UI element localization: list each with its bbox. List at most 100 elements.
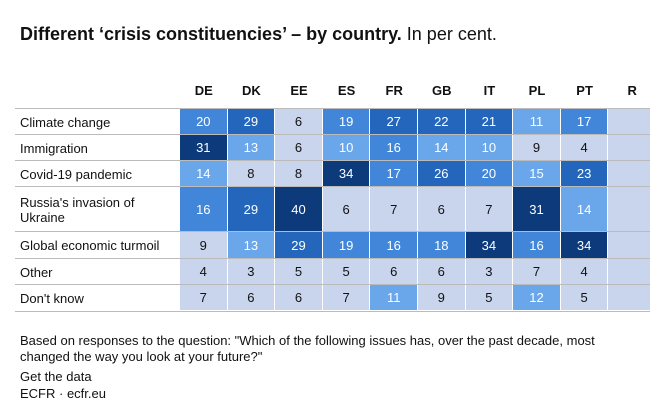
cell-label: 8 <box>294 166 303 181</box>
heat-cell: 6 <box>322 187 370 231</box>
heat-cell: 5 <box>465 285 513 310</box>
heat-cell: 6 <box>275 135 322 160</box>
column-header: IT <box>483 83 496 98</box>
title-line: Different ‘crisis constituencies’ – by c… <box>20 24 497 45</box>
cell-label: 26 <box>434 166 449 181</box>
heat-cell: 7 <box>180 285 227 310</box>
note: Based on responses to the question: "Whi… <box>20 333 595 364</box>
heat-cell: 31 <box>180 135 227 160</box>
heat-cell: 9 <box>513 135 560 160</box>
heat-cell: 20 <box>180 109 227 134</box>
heat-cell: 29 <box>227 187 275 231</box>
cell-label: 14 <box>196 166 211 181</box>
heat-cell <box>608 135 650 160</box>
heat-cell: 14 <box>560 187 608 231</box>
row-label: Russia's invasion of Ukraine <box>20 194 135 225</box>
cell-label: 13 <box>243 237 259 253</box>
column-header: GB <box>432 83 452 98</box>
heat-cell: 18 <box>418 232 465 258</box>
heat-cell: 6 <box>418 259 465 284</box>
heat-cell: 7 <box>465 187 513 231</box>
cell-label: 16 <box>386 140 401 155</box>
heat-cell: 9 <box>418 285 465 310</box>
heat-cell: 6 <box>370 259 417 284</box>
column-header: DE <box>194 83 213 98</box>
cell-label: 6 <box>294 290 303 305</box>
cell-label: 13 <box>243 140 259 155</box>
heat-cell: 6 <box>275 285 322 310</box>
data-link[interactable]: Get the data <box>20 369 92 384</box>
heat-cell: 16 <box>370 135 417 160</box>
cell-label: 27 <box>386 114 401 129</box>
column-header: DK <box>242 83 261 98</box>
cell-label: 5 <box>294 264 303 279</box>
cell-label: 40 <box>291 201 306 217</box>
row-label: Global economic turmoil <box>20 238 160 253</box>
cell-label: 3 <box>485 264 493 279</box>
chart-title: Different ‘crisis constituencies’ – by c… <box>20 24 402 44</box>
cell-label: 7 <box>390 201 398 217</box>
cell-label: 14 <box>434 140 449 155</box>
row-separator <box>15 108 650 109</box>
cell-label: 11 <box>386 290 401 305</box>
heat-cell: 3 <box>227 259 275 284</box>
cell-label: 19 <box>338 237 354 253</box>
heat-cell: 14 <box>180 161 227 186</box>
row-label: Covid-19 pandemic <box>20 166 133 182</box>
cell-label: 34 <box>338 166 354 181</box>
row-separator <box>15 186 650 187</box>
heat-cell: 9 <box>180 232 227 258</box>
heat-cell: 10 <box>322 135 370 160</box>
cell-label: 16 <box>196 201 211 217</box>
cell-label: 9 <box>437 290 445 305</box>
heat-cell: 5 <box>560 285 608 310</box>
heat-cell: 7 <box>370 187 417 231</box>
chart-subtitle: In per cent. <box>406 24 497 44</box>
cell-label: 9 <box>199 237 207 253</box>
heat-cell: 29 <box>227 109 275 134</box>
heat-cell <box>608 161 650 186</box>
source: ECFR · ecfr.eu <box>20 386 106 401</box>
cell-label: 6 <box>294 140 303 155</box>
heat-cell: 16 <box>370 232 417 258</box>
row-separator <box>15 284 650 285</box>
cell-label: 17 <box>576 114 592 129</box>
heat-cell: 19 <box>322 232 370 258</box>
heat-cell: 23 <box>560 161 608 186</box>
heat-cell: 10 <box>465 135 513 160</box>
cell-label: 16 <box>529 237 544 253</box>
row-label: Don't know <box>20 290 84 306</box>
heat-cell: 16 <box>180 187 227 231</box>
cell-label: 4 <box>580 140 588 155</box>
cell-label: 3 <box>247 264 255 279</box>
cell-label: 6 <box>342 201 350 217</box>
cell-label: 11 <box>529 114 544 129</box>
heat-cell: 8 <box>227 161 275 186</box>
row-label: Other <box>20 264 53 280</box>
cell-label: 5 <box>485 290 493 305</box>
column-header: R <box>627 83 637 98</box>
row-separator <box>15 311 650 312</box>
cell-label: 20 <box>481 166 497 181</box>
heat-cell: 29 <box>275 232 322 258</box>
cell-label: 29 <box>243 201 259 217</box>
heat-cell: 5 <box>322 259 370 284</box>
heat-cell <box>608 187 650 231</box>
heat-cell: 11 <box>513 109 560 134</box>
heat-cell: 27 <box>370 109 417 134</box>
heat-cell: 20 <box>465 161 513 186</box>
column-header: PL <box>528 83 546 98</box>
cell-label: 31 <box>196 140 211 155</box>
cell-label: 20 <box>196 114 211 129</box>
cell-label: 18 <box>434 237 449 253</box>
heat-cell <box>608 109 650 134</box>
heat-cell: 12 <box>513 285 560 310</box>
heat-cell: 40 <box>275 187 322 231</box>
cell-label: 7 <box>342 290 350 305</box>
cell-label: 5 <box>580 290 588 305</box>
cell-label: 17 <box>386 166 401 181</box>
cell-label: 4 <box>580 264 588 279</box>
heat-cell: 17 <box>370 161 417 186</box>
cell-label: 15 <box>529 166 544 181</box>
